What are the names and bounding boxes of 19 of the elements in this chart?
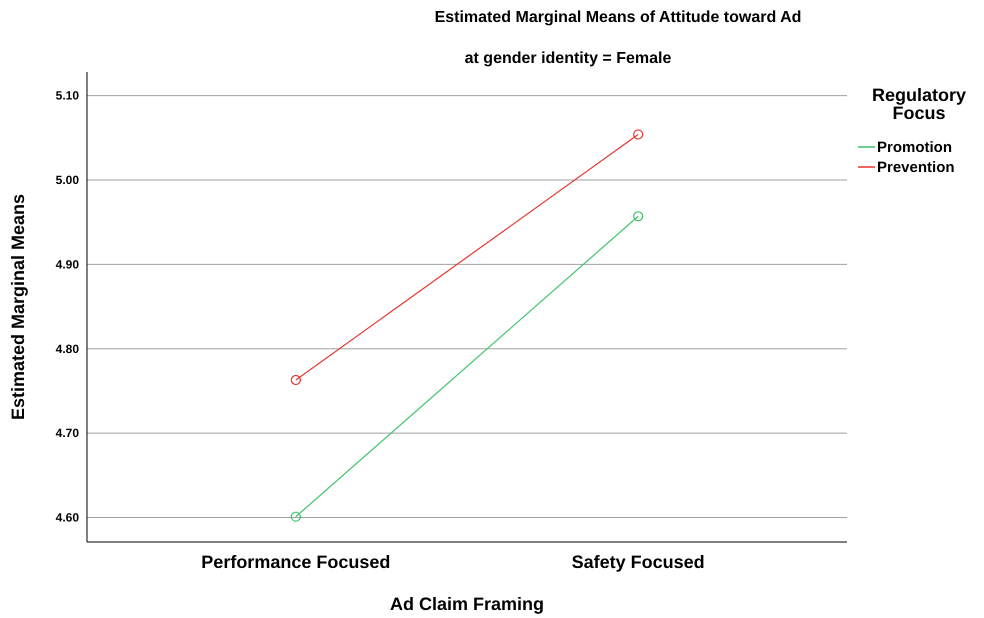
chart-title: Estimated Marginal Means of Attitude toward Ad	[434, 9, 802, 26]
point	[290, 512, 301, 522]
y-tick-label: 5.00	[56, 173, 80, 188]
y-tick-label: 4.60	[56, 510, 80, 525]
x-tick-label: Performance Focused	[201, 552, 390, 572]
legend-title: Regulatory Focus	[872, 85, 966, 123]
y-tick-label: 4.90	[56, 257, 80, 272]
legend-label: Prevention	[877, 159, 955, 176]
point	[633, 129, 644, 140]
point	[290, 374, 301, 386]
y-axis-title: Estimated Marginal Means	[8, 194, 28, 420]
chart-subtitle: at gender identity = Female	[464, 50, 672, 67]
y-tick-label: 5.10	[56, 88, 80, 103]
x-axis-title: Ad Claim Framing	[390, 594, 544, 614]
y-tick-label: 4.80	[56, 342, 80, 356]
point	[633, 211, 644, 222]
x-tick-label: Safety Focused	[572, 552, 705, 572]
legend-label: Promotion	[877, 139, 952, 156]
y-tick-label: 4.70	[56, 426, 80, 440]
